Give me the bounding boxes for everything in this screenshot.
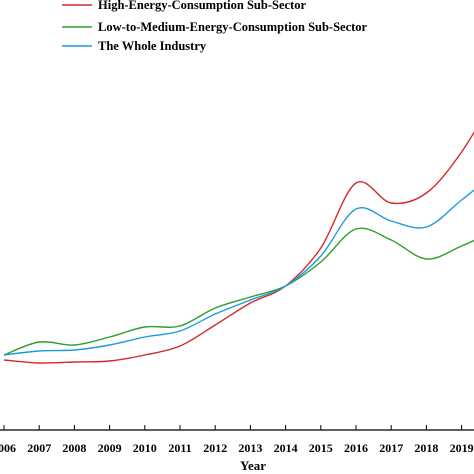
x-tick-label: 2009 [98, 441, 122, 455]
x-tick-label: 2008 [62, 441, 86, 455]
legend-label-whole-industry: The Whole Industry [98, 39, 207, 53]
x-tick-label: 2015 [309, 441, 333, 455]
x-tick-label: 2017 [379, 441, 403, 455]
x-tick-label: 2016 [344, 441, 368, 455]
legend-label-high-energy: High-Energy-Consumption Sub-Sector [98, 0, 306, 12]
x-tick-label: 2013 [238, 441, 262, 455]
x-axis-ticks: 2006 2007 2008 2009 2010 2011 2012 2013 2014 2015… [0, 425, 474, 455]
x-tick-label: 2007 [27, 441, 51, 455]
x-tick-label: 2010 [133, 441, 157, 455]
series-line-low-to-medium-energy [3, 227, 474, 356]
series-line-whole-industry [3, 189, 474, 356]
x-tick-label: 2011 [168, 441, 191, 455]
x-tick-label: 2019 [450, 441, 474, 455]
plot-area [3, 131, 474, 364]
x-tick-label: 2006 [0, 441, 16, 455]
x-tick-label: 2012 [203, 441, 227, 455]
x-tick-label: 2018 [414, 441, 438, 455]
legend: High-Energy-Consumption Sub-Sector Low-to… [62, 0, 368, 53]
legend-label-low-to-medium-energy: Low-to-Medium-Energy-Consumption Sub-Sec… [98, 20, 368, 34]
x-tick-label: 2014 [274, 441, 298, 455]
series-line-high-energy [3, 131, 474, 364]
x-axis-label: Year [240, 458, 266, 473]
